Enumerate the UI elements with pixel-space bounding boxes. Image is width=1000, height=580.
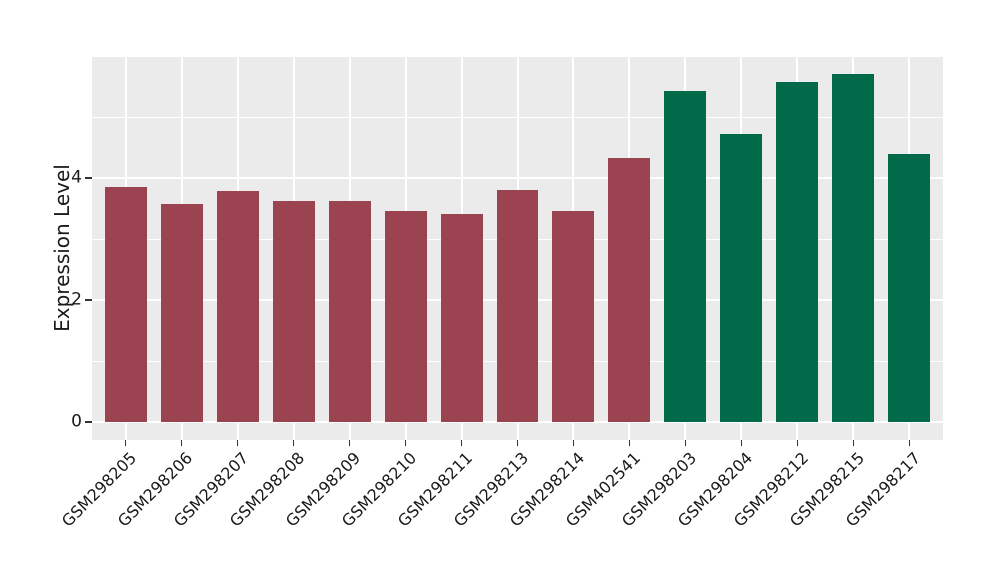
x-tick-GSM298215	[852, 440, 855, 446]
y-tick-label-2: 2	[71, 289, 82, 310]
x-tick-GSM298211	[460, 440, 463, 446]
x-tick-GSM298205	[124, 440, 127, 446]
y-tick-label-0: 0	[71, 411, 82, 432]
bar-GSM298211	[440, 214, 483, 422]
x-tick-GSM298206	[180, 440, 183, 446]
y-tick-0	[85, 421, 92, 423]
bar-GSM402541	[608, 157, 651, 422]
bar-GSM298206	[160, 203, 203, 422]
y-tick-2	[85, 299, 92, 301]
x-tick-GSM298213	[516, 440, 519, 446]
x-tick-GSM402541	[628, 440, 631, 446]
y-tick-4	[85, 177, 92, 179]
bar-GSM298204	[720, 133, 763, 422]
bar-GSM298210	[384, 210, 427, 422]
x-tick-GSM298208	[292, 440, 295, 446]
bar-GSM298215	[832, 74, 875, 422]
bar-GSM298213	[496, 190, 539, 422]
bar-GSM298208	[272, 200, 315, 422]
x-tick-GSM298204	[740, 440, 743, 446]
y-tick-label-4: 4	[71, 167, 82, 188]
x-tick-GSM298209	[348, 440, 351, 446]
bar-GSM298203	[664, 90, 707, 422]
bar-GSM298214	[552, 210, 595, 422]
bar-GSM298217	[888, 154, 931, 422]
x-tick-GSM298203	[684, 440, 687, 446]
x-tick-GSM298207	[236, 440, 239, 446]
bar-GSM298212	[776, 81, 819, 422]
bar-GSM298209	[328, 200, 371, 422]
plot-panel	[92, 57, 943, 440]
bar-GSM298205	[104, 186, 147, 422]
bar-GSM298207	[216, 190, 259, 422]
x-tick-GSM298210	[404, 440, 407, 446]
x-tick-GSM298217	[908, 440, 911, 446]
x-tick-GSM298212	[796, 440, 799, 446]
x-tick-GSM298214	[572, 440, 575, 446]
